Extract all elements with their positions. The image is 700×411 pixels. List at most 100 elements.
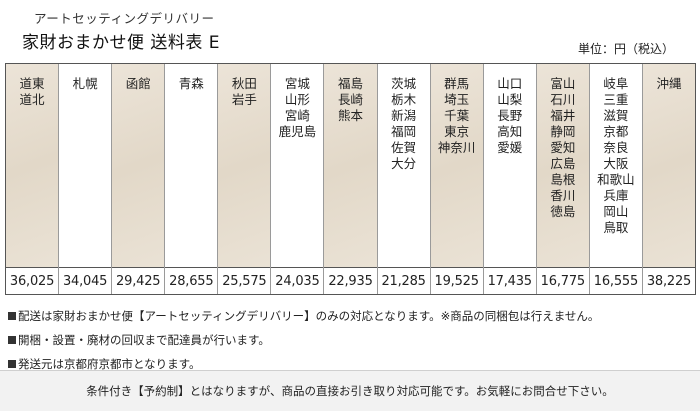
region-cell: 岐阜 三重 滋賀 京都 奈良 大阪 和歌山 兵庫 岡山 鳥取 [590,64,642,267]
region-cell: 福島 長崎 熊本 [324,64,377,267]
notes-list: 配送は家財おまかせ便【アートセッティングデリバリー】のみの対応となります。※商品… [8,304,599,376]
prefecture-name: 愛媛 [497,140,523,155]
rate-column: 山口 山梨 長野 高知 愛媛 17,435 [482,64,536,294]
prefecture-name: 石川 [550,92,576,107]
prefecture-name: 鳥取 [603,220,629,235]
rate-column: 宮城 山形 宮崎 鹿児島 24,035 [270,64,324,294]
rate-column: 函館 29,425 [111,64,165,294]
prefecture-name: 長崎 [338,92,364,107]
prefecture-name: 佐賀 [391,140,417,155]
note-item: 開梱・設置・廃材の回収まで配達員が行います。 [8,328,599,352]
prefecture-name: 兵庫 [603,188,629,203]
prefecture-name: 岐阜 [603,76,629,91]
price-cell: 38,225 [642,267,696,294]
region-cell: 道東 道北 [6,64,59,267]
prefecture-name: 岡山 [603,204,629,219]
prefecture-name: 山口 [497,76,523,91]
rate-column: 秋田 岩手 25,575 [217,64,271,294]
price-cell: 29,425 [112,267,165,294]
region-cell: 函館 [112,64,165,267]
region-cell: 群馬 埼玉 千葉 東京 神奈川 [430,64,483,267]
price-cell: 16,555 [589,267,642,294]
prefecture-name: 秋田 [231,76,257,91]
rate-column: 茨城 栃木 新潟 福岡 佐賀 大分 21,285 [376,64,430,294]
prefecture-name: 長野 [497,108,523,123]
region-cell: 山口 山梨 長野 高知 愛媛 [484,64,536,267]
prefecture-name: 広島 [550,156,576,171]
note-item: 配送は家財おまかせ便【アートセッティングデリバリー】のみの対応となります。※商品… [8,304,599,328]
unit-label: 単位：円（税込） [577,42,674,56]
region-cell: 秋田 岩手 [218,64,271,267]
bullet-square-icon [8,312,16,320]
prefecture-name: 和歌山 [597,172,635,187]
price-cell: 36,025 [6,267,59,294]
prefecture-name: 大分 [391,156,417,171]
page-subtitle: アートセッティングデリバリー [34,11,215,26]
footer-text: 条件付き【予約制】とはなりますが、商品の直接お引き取り対応可能です。お気軽にお問… [86,384,614,398]
prefecture-name: 青森 [178,76,204,91]
rate-column: 沖縄 38,225 [641,64,696,294]
rate-column: 福島 長崎 熊本 22,935 [323,64,377,294]
prefecture-name: 山梨 [497,92,523,107]
region-cell: 青森 [165,64,217,267]
region-cell: 宮城 山形 宮崎 鹿児島 [271,64,323,267]
prefecture-name: 京都 [603,124,629,139]
prefecture-name: 福井 [550,108,576,123]
shipping-rate-table: 道東 道北 36,025 札幌 34,045 函館 29,425 青森 28,655 秋田 岩手 25… [5,63,696,295]
prefecture-name: 鹿児島 [278,124,317,139]
prefecture-name: 山形 [284,92,310,107]
note-item: 発送元は京都府京都市となります。 [8,352,599,376]
prefecture-name: 滋賀 [603,108,629,123]
rate-column: 道東 道北 36,025 [6,64,59,294]
prefecture-name: 千葉 [444,108,470,123]
prefecture-name: 東京 [444,124,470,139]
price-cell: 17,435 [483,267,536,294]
prefecture-name: 札幌 [72,76,98,91]
bullet-square-icon [8,336,16,344]
price-cell: 19,525 [430,267,483,294]
region-cell: 沖縄 [642,64,696,267]
prefecture-name: 宮崎 [284,108,310,123]
price-cell: 22,935 [324,267,377,294]
region-cell: 茨城 栃木 新潟 福岡 佐賀 大分 [378,64,430,267]
prefecture-name: 香川 [550,188,576,203]
rate-column: 札幌 34,045 [58,64,112,294]
note-text: 配送は家財おまかせ便【アートセッティングデリバリー】のみの対応となります。※商品… [18,309,600,323]
prefecture-name: 栃木 [391,92,417,107]
price-cell: 24,035 [271,267,324,294]
footer-banner: 条件付き【予約制】とはなりますが、商品の直接お引き取り対応可能です。お気軽にお問… [0,370,700,411]
prefecture-name: 茨城 [391,76,417,91]
prefecture-name: 岩手 [231,92,257,107]
rate-column: 群馬 埼玉 千葉 東京 神奈川 19,525 [429,64,483,294]
prefecture-name: 道東 [19,76,45,91]
prefecture-name: 富山 [550,76,576,91]
price-cell: 34,045 [59,267,112,294]
prefecture-name: 神奈川 [437,140,476,155]
prefecture-name: 函館 [125,76,151,91]
prefecture-name: 熊本 [338,108,364,123]
prefecture-name: 埼玉 [444,92,470,107]
prefecture-name: 島根 [550,172,576,187]
bullet-square-icon [8,360,16,368]
price-cell: 16,775 [536,267,589,294]
prefecture-name: 新潟 [391,108,417,123]
note-text: 発送元は京都府京都市となります。 [18,357,201,371]
rate-column: 岐阜 三重 滋賀 京都 奈良 大阪 和歌山 兵庫 岡山 鳥取 16,555 [588,64,642,294]
rate-column: 青森 28,655 [164,64,218,294]
region-cell: 札幌 [59,64,111,267]
prefecture-name: 三重 [603,92,629,107]
prefecture-name: 愛知 [550,140,576,155]
prefecture-name: 道北 [19,92,45,107]
prefecture-name: 宮城 [284,76,310,91]
prefecture-name: 群馬 [444,76,470,91]
price-cell: 28,655 [165,267,218,294]
price-cell: 25,575 [218,267,271,294]
prefecture-name: 沖縄 [656,76,682,91]
region-cell: 富山 石川 福井 静岡 愛知 広島 島根 香川 徳島 [536,64,589,267]
page-title: 家財おまかせ便 送料表 E [22,33,221,53]
prefecture-name: 福岡 [391,124,417,139]
rate-column: 富山 石川 福井 静岡 愛知 広島 島根 香川 徳島 16,775 [535,64,589,294]
prefecture-name: 奈良 [603,140,629,155]
price-cell: 21,285 [377,267,430,294]
prefecture-name: 静岡 [550,124,576,139]
